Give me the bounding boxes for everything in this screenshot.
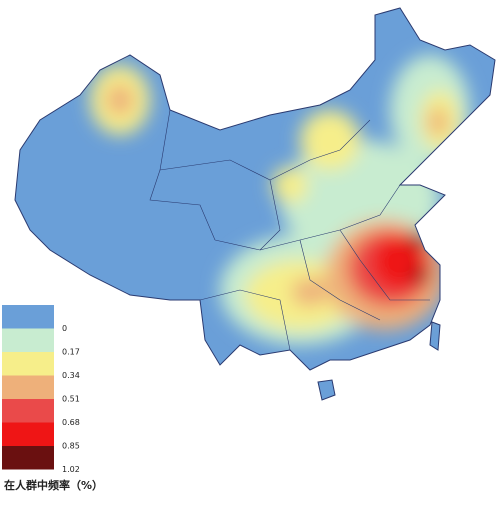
legend-title: 在人群中频率（%）	[4, 478, 103, 492]
legend-swatch	[2, 446, 54, 470]
legend: 0 0.17 0.34 0.51 0.68 0.85 1.02	[2, 305, 80, 474]
legend-label: 0.51	[62, 395, 80, 404]
legend-swatch	[2, 422, 54, 446]
legend-label: 0.34	[62, 371, 80, 380]
legend-swatch	[2, 352, 54, 376]
legend-swatch	[2, 399, 54, 423]
legend-swatch	[2, 375, 54, 399]
legend-label: 0.68	[62, 418, 80, 427]
heat-overlay	[90, 55, 470, 345]
legend-label: 0.17	[62, 348, 80, 357]
province-borders	[149, 109, 430, 351]
legend-label: 1.02	[62, 465, 80, 474]
legend-label: 0	[62, 324, 67, 333]
legend-swatch	[2, 305, 54, 329]
legend-label: 0.85	[62, 442, 80, 451]
country-border	[14, 7, 496, 401]
legend-swatch	[2, 328, 54, 352]
